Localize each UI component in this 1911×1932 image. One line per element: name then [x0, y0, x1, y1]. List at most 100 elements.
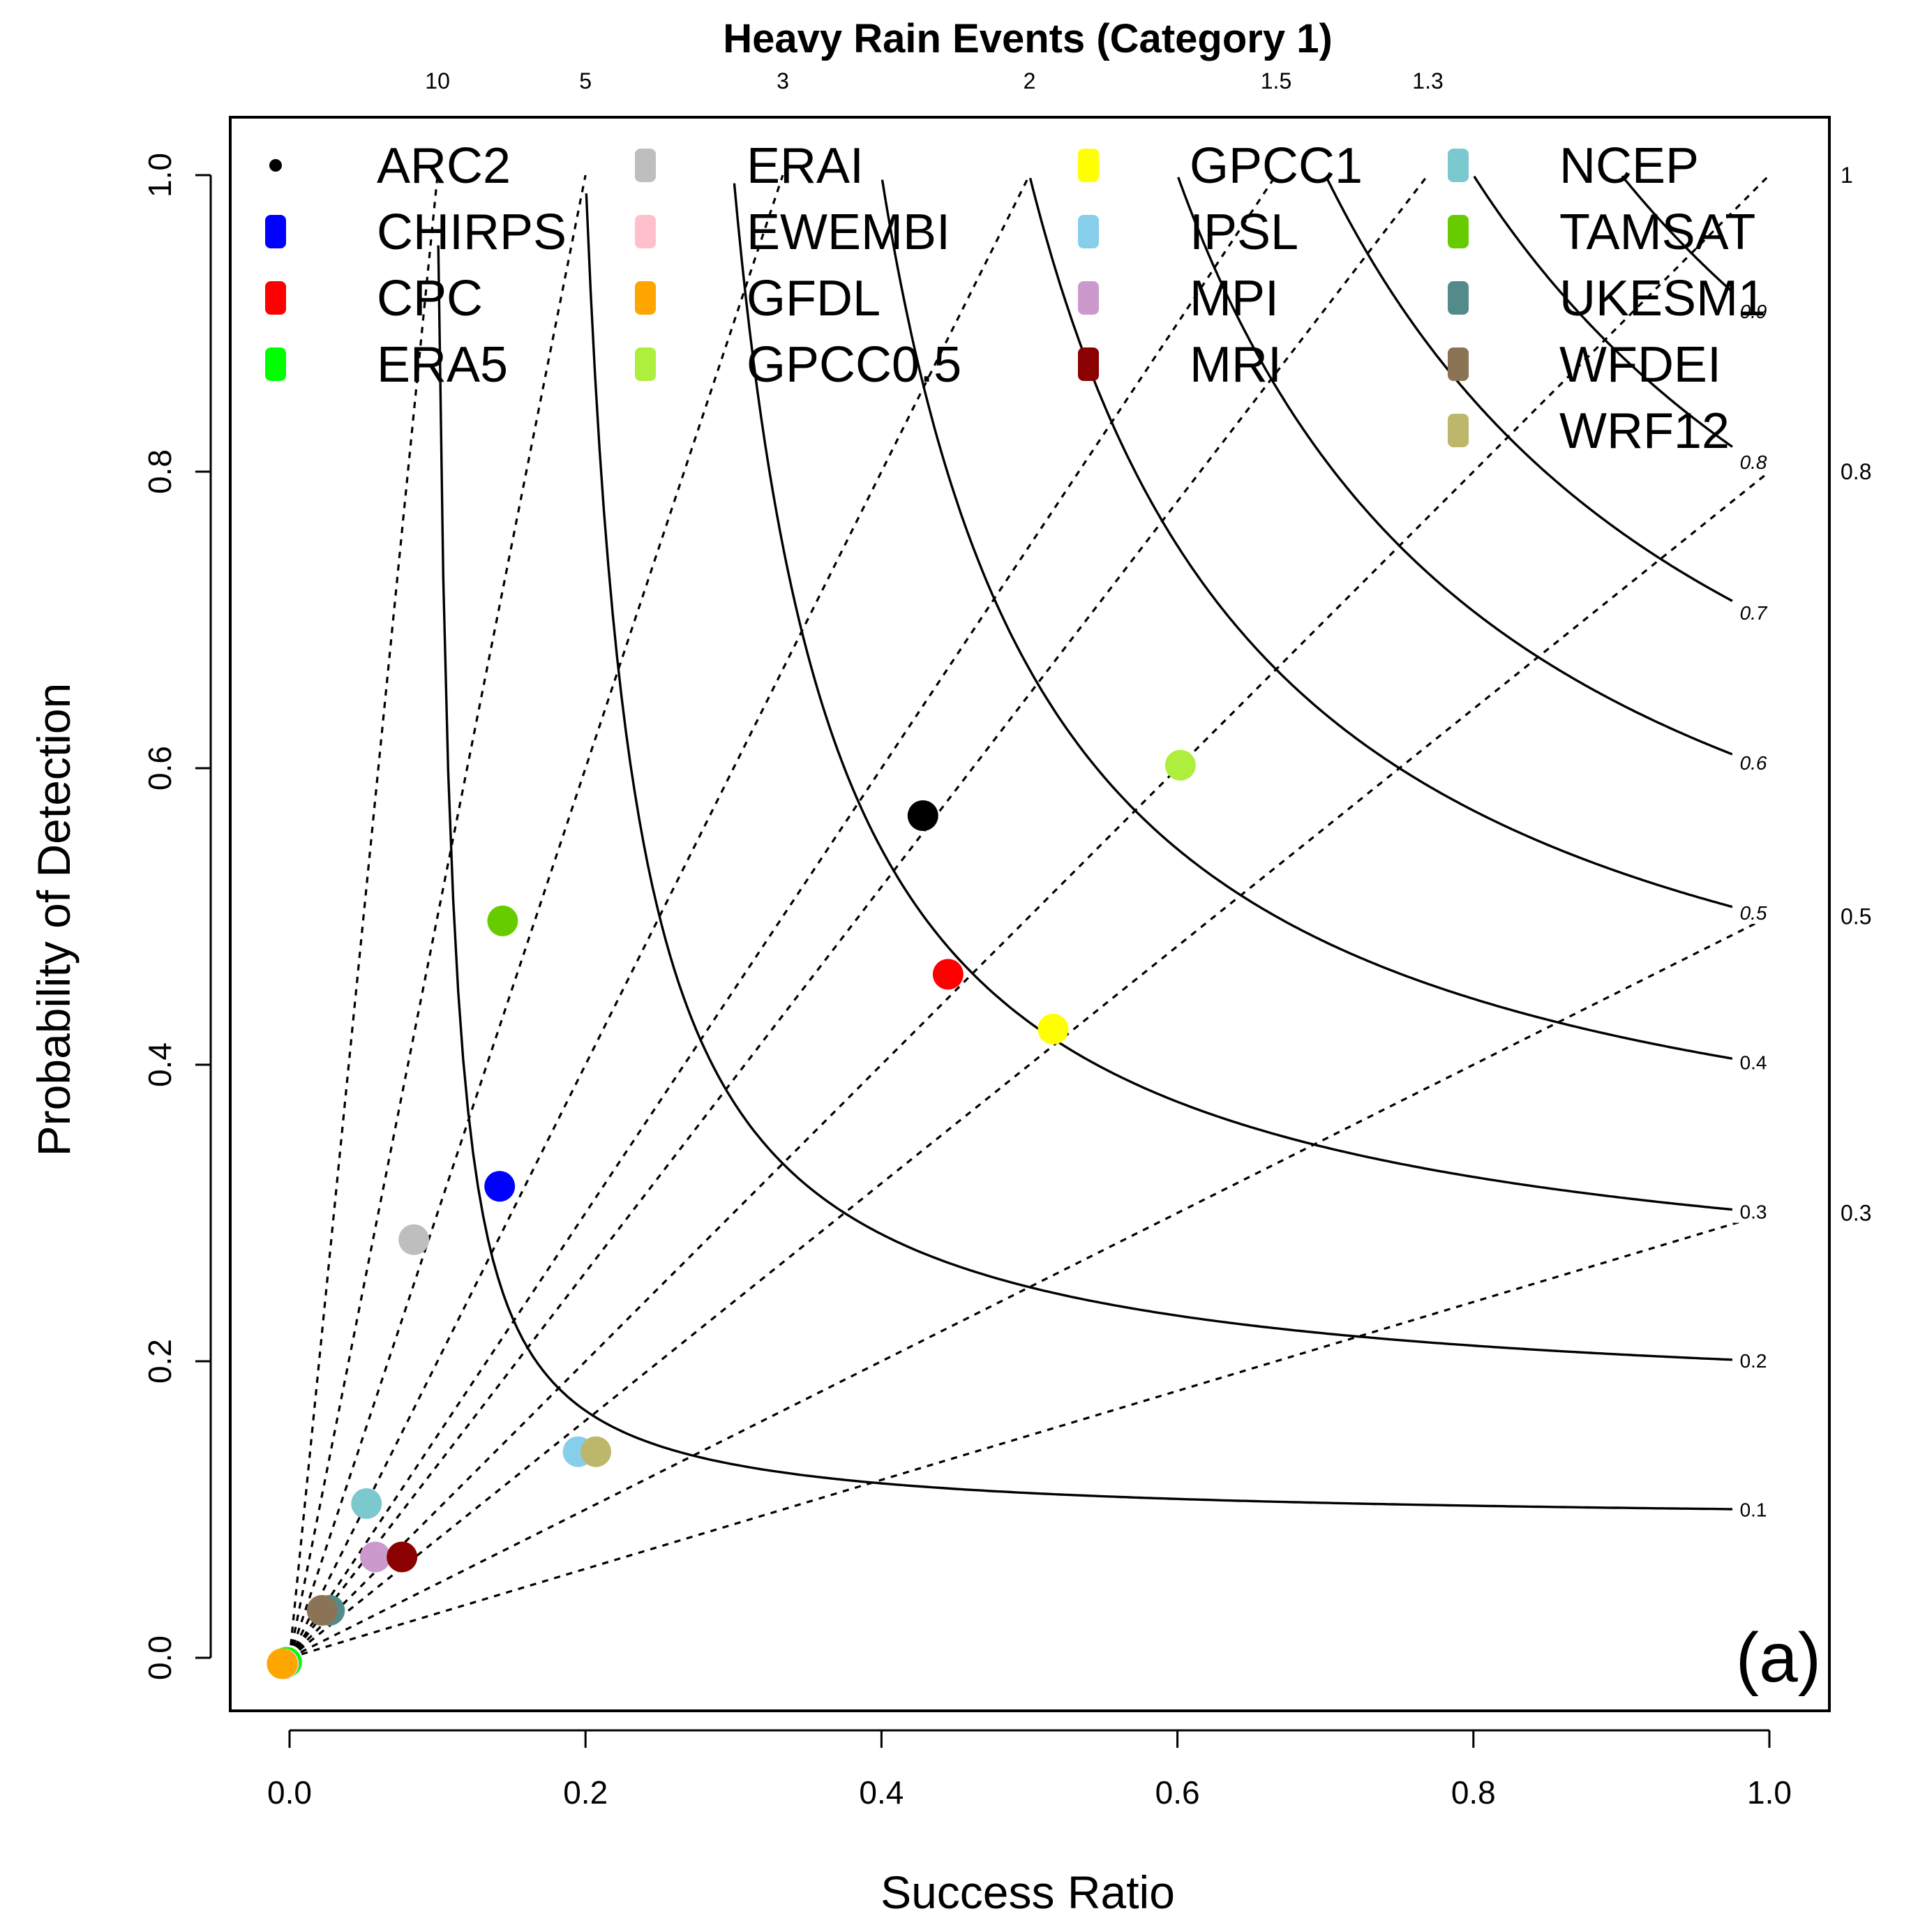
chart-title: Heavy Rain Events (Category 1) [723, 16, 1333, 61]
legend-symbol [1448, 149, 1469, 182]
legend-symbol [1448, 414, 1469, 447]
legend-symbol [1448, 215, 1469, 248]
legend-label: GFDL [747, 271, 880, 327]
data-point-mpi [360, 1541, 391, 1573]
legend-label: MRI [1190, 337, 1282, 393]
x-tick-label: 0.4 [859, 1774, 904, 1811]
bias-top-label: 1.5 [1261, 68, 1291, 93]
legend-label: IPSL [1190, 204, 1298, 260]
x-axis-label: Success Ratio [880, 1866, 1175, 1918]
data-point-erai [398, 1224, 430, 1255]
x-tick-label: 1.0 [1747, 1774, 1792, 1811]
csi-contour-0_4 [880, 179, 1733, 1060]
legend-symbol [265, 215, 286, 248]
bias-top-label: 3 [777, 68, 789, 93]
bias-right-label: 0.5 [1841, 904, 1871, 929]
csi-label: 0.9 [1740, 301, 1767, 322]
data-points-layer [267, 749, 1196, 1679]
csi-label-bg [1732, 1498, 1771, 1521]
data-point-ncep [351, 1488, 382, 1519]
bias-right-label: 1 [1841, 163, 1853, 188]
csi-label: 0.7 [1740, 602, 1768, 624]
csi-label-bg [1732, 751, 1771, 774]
csi-contour-0_7 [1325, 176, 1733, 602]
legend-label: GPCC0.5 [747, 337, 961, 393]
bias-line-1 [288, 174, 1771, 1659]
legend-symbol [1078, 281, 1099, 315]
bias-top-label: 2 [1024, 68, 1036, 93]
legend-label: UKESM1 [1559, 271, 1766, 327]
csi-label: 0.4 [1740, 1052, 1767, 1074]
legend-symbol [265, 347, 286, 381]
data-point-gpcc1 [1037, 1014, 1069, 1044]
bias-right-label: 0.3 [1841, 1201, 1871, 1226]
csi-label: 0.1 [1740, 1499, 1767, 1520]
axes-layer: 10 5 3 2 1.5 1.3 1 0.8 0.5 0.3 0.0 0.2 0.4 0.6 0.8 1.0 0… [142, 68, 1871, 1811]
y-tick-label: 0.2 [142, 1339, 178, 1384]
legend-label: ARC2 [377, 138, 511, 194]
bias-line-5 [288, 174, 587, 1658]
csi-label-bg [1732, 451, 1771, 474]
bias-top-label: 10 [425, 68, 450, 93]
csi-contour-0_6 [1177, 177, 1733, 756]
plot-frame [229, 116, 1831, 1712]
legend-label: EWEMBI [747, 204, 950, 260]
csi-label: 0.3 [1740, 1201, 1767, 1223]
legend-symbol [635, 215, 656, 248]
legend-label: CHIRPS [377, 204, 567, 260]
legend-symbol [635, 347, 656, 381]
legend-symbol [635, 281, 656, 315]
csi-label-bg [1732, 1051, 1771, 1074]
legend-label: TAMSAT [1559, 204, 1755, 260]
legend-symbol [1078, 149, 1099, 182]
csi-label-bg [1732, 901, 1771, 924]
y-tick-label: 0.6 [142, 746, 178, 791]
csi-contour-0_1 [437, 245, 1733, 1511]
legend-symbol [1078, 347, 1099, 381]
bias-top-label: 5 [579, 68, 592, 93]
csi-contour-0_3 [733, 183, 1733, 1211]
legend-symbol [1448, 281, 1469, 315]
csi-contour-0_8 [1473, 175, 1733, 448]
legend-label: WRF12 [1559, 403, 1730, 459]
legend-label: MPI [1190, 271, 1279, 327]
csi-label: 0.5 [1740, 902, 1767, 924]
bias-line-1_3 [288, 174, 1429, 1658]
csi-label-bg [1732, 299, 1771, 322]
y-tick-label: 0.0 [142, 1635, 178, 1680]
y-tick-label: 1.0 [142, 153, 178, 197]
legend-symbol [265, 281, 286, 315]
data-point-gfdl [267, 1648, 298, 1679]
csi-contour-0_9 [1621, 175, 1734, 293]
data-point-cpc [932, 959, 964, 990]
csi-label-bg [1732, 601, 1771, 624]
legend-label: NCEP [1559, 138, 1699, 194]
csi-label-bg [1732, 1349, 1771, 1372]
data-point-wrf12 [580, 1436, 612, 1467]
y-axis-label: Probability of Detection [28, 683, 80, 1157]
x-tick-label: 0.0 [267, 1774, 312, 1811]
data-point-mri [387, 1541, 418, 1573]
bias-line-3 [288, 174, 784, 1658]
legend-label: ERA5 [377, 337, 508, 393]
y-tick-label: 0.4 [142, 1042, 178, 1087]
legend-label: WFDEI [1559, 337, 1721, 393]
y-tick-label: 0.8 [142, 449, 178, 494]
data-point-arc2 [907, 800, 938, 831]
x-tick-label: 0.2 [563, 1774, 608, 1811]
bias-right-label: 0.8 [1841, 459, 1871, 484]
csi-contour-0_5 [1028, 177, 1733, 908]
legend-symbol [1448, 347, 1469, 381]
csi-label-bg [1732, 1200, 1771, 1223]
csi-contour-0_2 [585, 193, 1733, 1361]
csi-label: 0.8 [1740, 451, 1767, 473]
x-tick-label: 0.6 [1155, 1774, 1200, 1811]
legend-label: CPC [377, 271, 483, 327]
csi-label: 0.6 [1740, 752, 1767, 774]
csi-label: 0.2 [1740, 1350, 1767, 1372]
x-tick-label: 0.8 [1451, 1774, 1496, 1811]
bias-top-label: 1.3 [1412, 68, 1443, 93]
legend-label: ERAI [747, 138, 864, 194]
